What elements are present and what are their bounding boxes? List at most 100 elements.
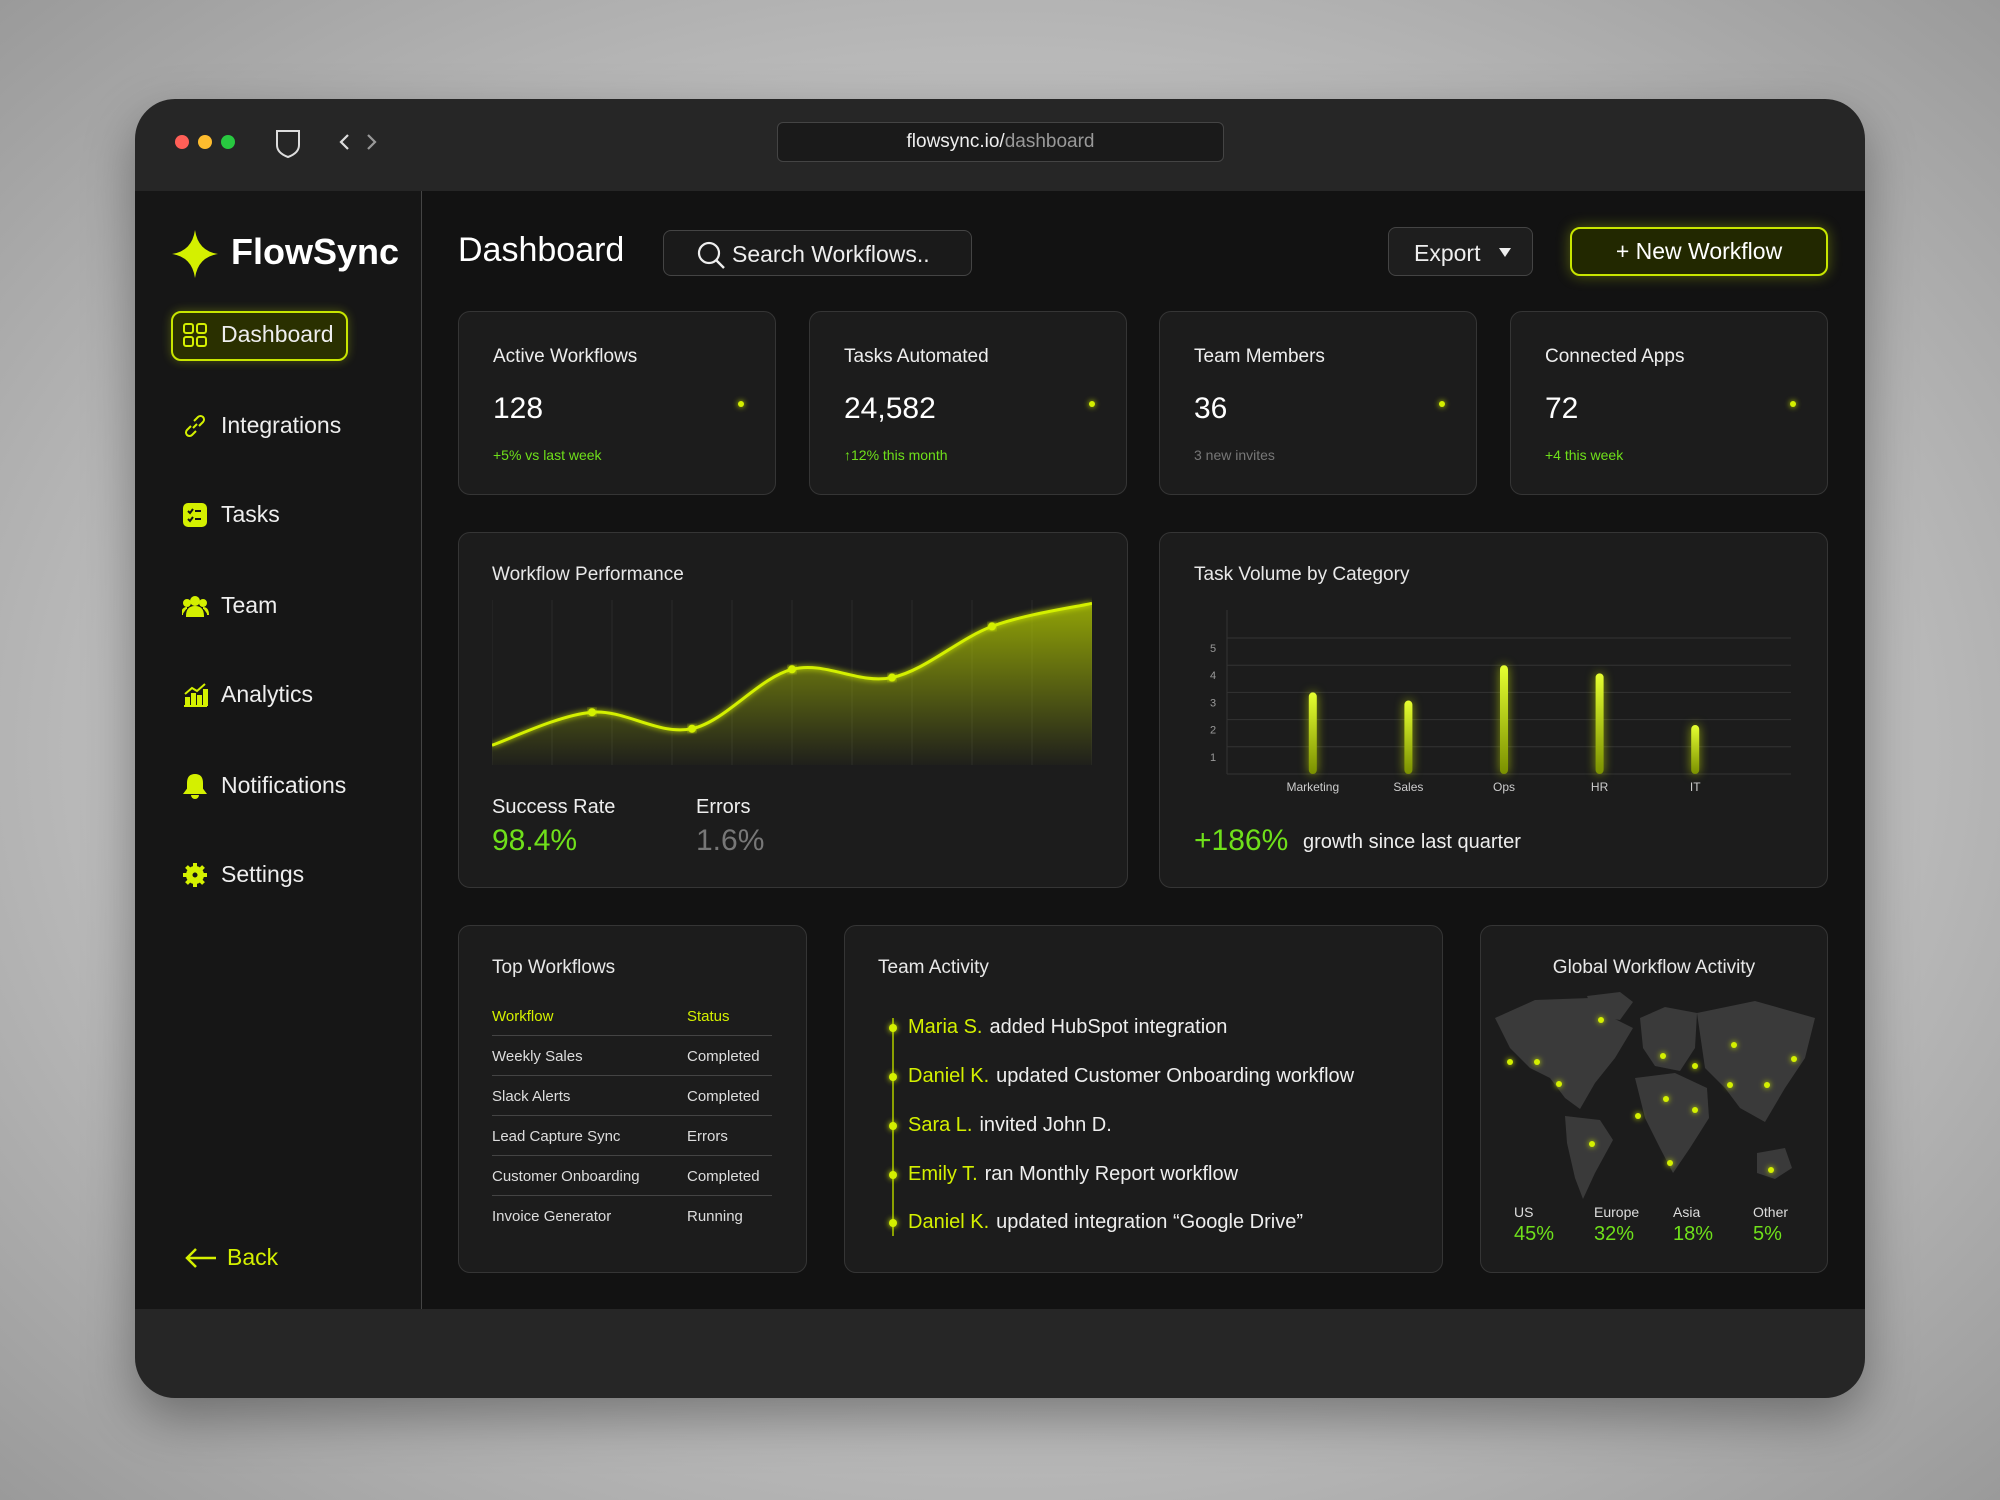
sidebar [135,191,422,1309]
stat-value: 24,582 [844,392,936,425]
stat-note: +5% vs last week [493,447,602,463]
region-name: Other [1753,1204,1789,1220]
growth-text: growth since last quarter [1303,831,1521,853]
activity-user: Daniel K. [908,1211,990,1233]
activity-user: Daniel K. [908,1065,990,1087]
export-button[interactable]: Export [1388,227,1533,276]
activity-action: updated Customer Onboarding workflow [996,1065,1355,1087]
stat-dot [738,401,744,407]
row-separator [492,1195,772,1196]
url-bar[interactable]: flowsync.io/dashboard [777,122,1224,162]
stat-label: Team Members [1194,346,1325,367]
category-chart: 1 2 3 4 5 Marketing Sales Ops HR IT [1210,610,1791,794]
row-separator [492,1075,772,1076]
url-host: flowsync.io/ [906,131,1005,152]
timeline-dot [889,1073,897,1081]
table-header: Workflow [492,1008,554,1025]
x-tick-label: Ops [1493,780,1515,794]
shield-icon[interactable] [276,130,300,159]
table-cell: Errors [687,1128,728,1145]
region-share: 18% [1673,1223,1714,1245]
stat-card [458,311,776,495]
nav-item[interactable]: Analytics [221,681,314,707]
bar [1595,673,1604,774]
nav-icon [183,503,207,527]
category-card [1159,532,1828,888]
y-tick-label: 1 [1210,752,1216,764]
stat-note: +4 this week [1545,447,1624,463]
nav-item[interactable]: Dashboard [221,321,334,347]
table-cell: Invoice Generator [492,1208,612,1225]
row-separator [492,1115,772,1116]
search-placeholder: Search Workflows.. [732,241,930,267]
card-title: Team Activity [878,957,989,978]
brand: FlowSync [231,231,400,272]
window-controls [175,130,377,159]
minimize-dot[interactable] [198,135,212,149]
caret [1499,248,1511,257]
forward-arrow[interactable] [367,134,377,150]
stat-note: ↑12% this month [844,447,948,463]
new-workflow-button[interactable]: + New Workflow [1570,227,1828,276]
growth-value: +186% [1194,824,1289,857]
table-cell: Completed [687,1168,760,1185]
nav-item[interactable]: Tasks [221,501,280,527]
bar [1404,700,1413,774]
y-tick-label: 3 [1210,697,1216,709]
area-fill [492,603,1092,765]
point [988,622,996,631]
table-cell: Completed [687,1088,760,1105]
timeline-dot [889,1171,897,1179]
success-value: 98.4% [492,824,578,857]
search-icon [697,241,725,269]
table-cell: Running [687,1208,743,1225]
bar [1308,692,1317,774]
stat-value: 36 [1194,392,1228,425]
card-title: Workflow Performance [492,564,684,585]
stat-value: 128 [493,392,544,425]
nav-item[interactable]: Notifications [221,772,347,798]
close-dot[interactable] [175,135,189,149]
activity-user: Maria S. [908,1016,983,1038]
back-icon [185,1248,216,1268]
card-title: Top Workflows [492,957,616,978]
table-header: Status [687,1008,730,1025]
activity-item: Sara L. invited John D. [908,1114,1112,1137]
back-link[interactable]: Back [227,1244,279,1270]
y-tick-label: 4 [1210,670,1216,682]
point [688,724,696,733]
stat-label: Tasks Automated [844,346,989,367]
back-arrow[interactable] [339,134,349,150]
team-activity-card [844,925,1443,1273]
region-share: 5% [1753,1223,1782,1245]
export-label: Export [1414,240,1481,266]
activity-action: added HubSpot integration [989,1016,1228,1038]
stat-card [1159,311,1477,495]
stat-dot [1439,401,1445,407]
timeline-dot [889,1122,897,1130]
stat-label: Connected Apps [1545,346,1685,367]
x-tick-label: Marketing [1286,780,1339,794]
nav-item[interactable]: Team [221,592,278,618]
stat-note: 3 new invites [1194,447,1275,463]
region-name: US [1514,1204,1534,1220]
nav-item[interactable]: Integrations [221,412,342,438]
bar [1691,725,1700,774]
region-share: 32% [1594,1223,1635,1245]
search-box[interactable]: Search Workflows.. [663,230,972,276]
activity-item: Emily T. ran Monthly Report workflow [908,1163,1238,1186]
nav-icon [183,863,207,887]
maximize-dot[interactable] [221,135,235,149]
x-tick-label: HR [1591,780,1609,794]
success-label: Success Rate [492,796,616,818]
row-separator [492,1155,772,1156]
nav-item[interactable]: Settings [221,861,305,887]
table-cell: Customer Onboarding [492,1168,640,1185]
bar [1500,665,1508,774]
stat-dot [1790,401,1796,407]
url-path: dashboard [1004,131,1095,152]
table-cell: Lead Capture Sync [492,1128,621,1145]
nav-icon [184,683,208,707]
errors-label: Errors [696,796,751,818]
